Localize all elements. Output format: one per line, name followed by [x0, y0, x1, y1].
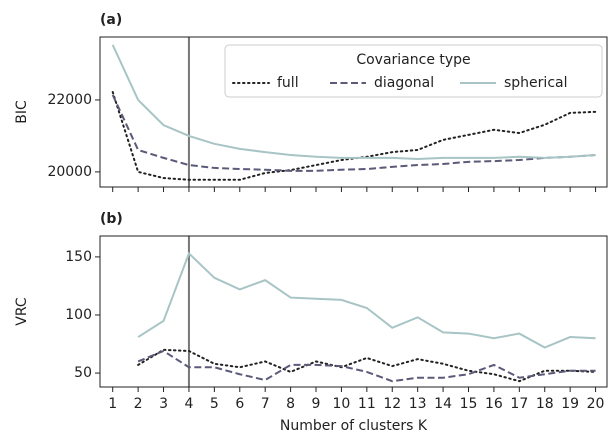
legend-label: spherical — [504, 75, 567, 91]
series-line — [137, 349, 596, 383]
x-tick-label: 11 — [358, 396, 376, 412]
x-tick-label: 1 — [108, 396, 117, 412]
x-tick-label: 18 — [536, 396, 554, 412]
x-tick-label: 6 — [235, 396, 244, 412]
y-axis-label: VRC — [14, 297, 30, 326]
x-tick-label: 19 — [561, 396, 579, 412]
x-tick-label: 10 — [333, 396, 351, 412]
x-tick-label: 4 — [184, 396, 193, 412]
axes-frame — [99, 36, 608, 188]
x-tick-label: 2 — [134, 396, 143, 412]
y-tick-label: 50 — [74, 365, 92, 381]
panel-title: (b) — [100, 211, 123, 227]
x-axis-label: Number of clusters K — [280, 418, 428, 434]
series-line — [137, 251, 596, 349]
series-line — [137, 348, 597, 383]
x-tick-label: 15 — [460, 396, 478, 412]
y-tick-label: 22000 — [47, 92, 92, 108]
x-tick-label: 9 — [312, 396, 321, 412]
legend-box — [224, 44, 603, 98]
x-tick-label: 8 — [286, 396, 295, 412]
panel-title: (a) — [100, 12, 122, 28]
y-tick-label: 100 — [65, 307, 92, 323]
x-tick-label: 7 — [261, 396, 270, 412]
x-tick-label: 14 — [434, 396, 452, 412]
x-tick-label: 12 — [383, 396, 401, 412]
x-tick-label: 5 — [210, 396, 219, 412]
y-axis-label: BIC — [14, 100, 30, 124]
y-tick-label: 150 — [65, 249, 92, 265]
x-tick-label: 3 — [159, 396, 168, 412]
series-line — [111, 94, 596, 172]
series-line — [111, 44, 596, 160]
x-tick-label: 13 — [409, 396, 427, 412]
legend-title: Covariance type — [356, 52, 470, 68]
x-tick-label: 20 — [587, 396, 605, 412]
axes-frame — [99, 235, 608, 388]
legend-label: full — [277, 75, 299, 91]
x-tick-label: 16 — [485, 396, 503, 412]
y-tick-label: 20000 — [47, 164, 92, 180]
series-line — [111, 91, 597, 181]
legend-label: diagonal — [374, 75, 434, 91]
x-tick-label: 17 — [510, 396, 528, 412]
